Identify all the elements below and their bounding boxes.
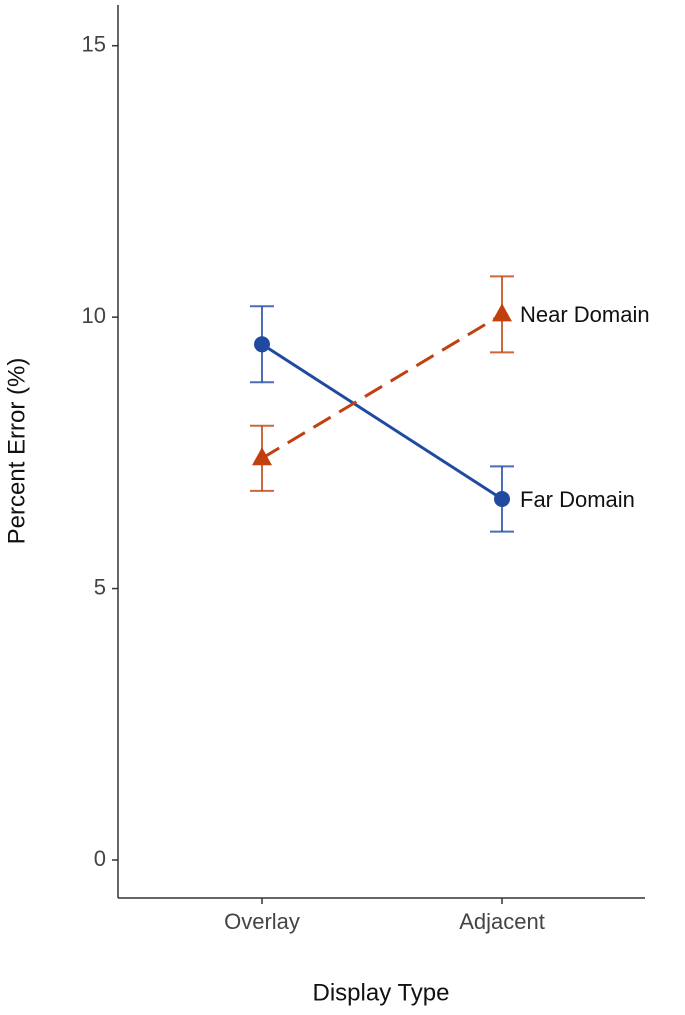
series-line <box>261 313 503 460</box>
x-tick-label: Overlay <box>224 909 300 934</box>
y-tick-label: 5 <box>94 574 106 599</box>
y-tick-label: 15 <box>82 32 106 57</box>
point <box>492 303 512 322</box>
point <box>254 336 270 353</box>
x-tick-label: Adjacent <box>459 909 545 934</box>
x-axis-label: Display Type <box>313 979 450 1006</box>
y-tick-label: 0 <box>94 846 106 871</box>
series-line <box>261 343 503 501</box>
point <box>494 491 510 507</box>
series-label: Near Domain <box>520 302 650 327</box>
point <box>252 447 272 466</box>
series-label: Far Domain <box>520 487 635 512</box>
y-axis-label: Percent Error (%) <box>3 358 30 545</box>
y-tick-label: 10 <box>82 303 106 328</box>
